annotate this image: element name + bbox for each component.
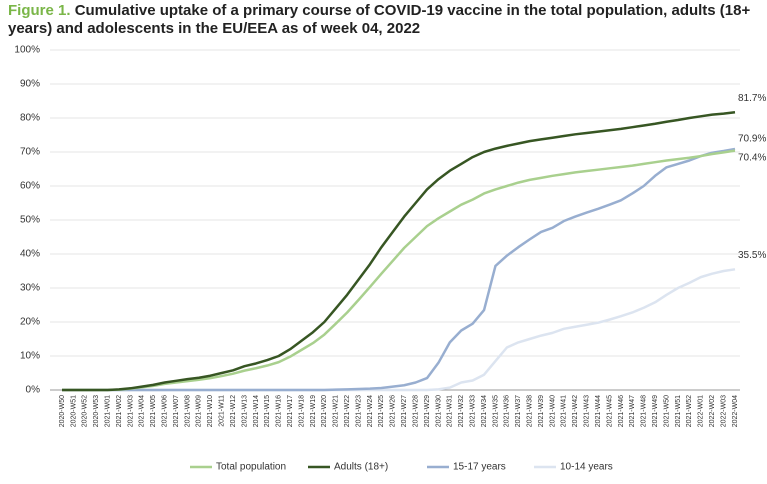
y-tick-label: 30% [20,283,40,294]
x-tick-label: 2021-W07 [173,395,180,427]
x-tick-label: 2022-W01 [698,395,705,427]
y-tick-label: 50% [20,215,40,226]
x-tick-label: 2021-W49 [652,395,659,427]
x-tick-label: 2021-W52 [686,395,693,427]
x-tick-label: 2021-W31 [447,395,454,427]
y-tick-label: 0% [26,385,41,396]
x-tick-label: 2021-W44 [595,395,602,427]
x-tick-label: 2021-W51 [675,395,682,427]
series-line [62,268,736,392]
x-tick-label: 2021-W10 [207,395,214,427]
x-tick-label: 2021-W38 [527,395,534,427]
x-tick-label: 2021-W27 [401,395,408,427]
x-tick-label: 2021-W03 [127,395,134,427]
x-tick-label: 2022-W04 [732,395,739,427]
x-tick-label: 2021-W23 [355,395,362,427]
x-tick-label: 2021-W48 [641,395,648,427]
x-tick-label: 2021-W21 [333,395,340,427]
legend-label: 10-14 years [560,462,613,473]
x-tick-label: 2022-W03 [720,395,727,427]
x-tick-label: 2021-W12 [230,395,237,427]
x-tick-label: 2021-W13 [241,395,248,427]
x-tick-label: 2021-W11 [219,395,226,427]
legend-label: 15-17 years [453,462,506,473]
x-tick-label: 2021-W36 [504,395,511,427]
x-tick-label: 2020-W50 [59,395,66,427]
figure-label: Figure 1. [8,2,71,19]
x-tick-label: 2021-W39 [538,395,545,427]
y-tick-label: 10% [20,351,40,362]
x-tick-label: 2020-W52 [82,395,89,427]
y-tick-label: 40% [20,249,40,260]
x-tick-label: 2021-W25 [378,395,385,427]
x-tick-label: 2021-W33 [469,395,476,427]
x-tick-label: 2021-W19 [310,395,317,427]
x-tick-label: 2021-W28 [412,395,419,427]
y-tick-label: 100% [14,45,40,56]
x-tick-label: 2021-W04 [139,395,146,427]
x-tick-label: 2021-W17 [287,395,294,427]
series-line [62,149,736,392]
x-tick-label: 2021-W08 [184,395,191,427]
x-tick-label: 2021-W45 [606,395,613,427]
x-tick-label: 2021-W32 [458,395,465,427]
end-label: 81.7% [738,93,766,104]
x-tick-label: 2021-W40 [549,395,556,427]
y-tick-label: 90% [20,79,40,90]
end-label: 35.5% [738,250,766,261]
x-tick-label: 2021-W14 [253,395,260,427]
x-tick-label: 2021-W47 [629,395,636,427]
end-label: 70.9% [738,134,766,145]
x-tick-label: 2021-W43 [584,395,591,427]
y-tick-label: 20% [20,317,40,328]
x-tick-label: 2021-W09 [196,395,203,427]
x-tick-label: 2021-W05 [150,395,157,427]
legend-label: Adults (18+) [334,462,388,473]
x-tick-label: 2021-W42 [572,395,579,427]
chart-title: Figure 1. Cumulative uptake of a primary… [8,2,753,38]
x-tick-label: 2021-W24 [367,395,374,427]
series-line [62,147,736,392]
x-tick-label: 2021-W18 [298,395,305,427]
x-tick-label: 2021-W20 [321,395,328,427]
x-tick-label: 2021-W01 [104,395,111,427]
x-tick-label: 2021-W02 [116,395,123,427]
x-tick-label: 2021-W16 [276,395,283,427]
x-tick-label: 2020-W51 [70,395,77,427]
y-tick-label: 70% [20,147,40,158]
x-tick-label: 2022-W02 [709,395,716,427]
x-tick-label: 2021-W30 [435,395,442,427]
legend-label: Total population [216,462,286,473]
x-tick-label: 2021-W06 [162,395,169,427]
x-tick-label: 2020-W53 [93,395,100,427]
x-tick-label: 2021-W22 [344,395,351,427]
x-tick-label: 2021-W15 [264,395,271,427]
series-line [62,110,736,392]
end-label: 70.4% [738,152,766,163]
x-tick-label: 2021-W37 [515,395,522,427]
title-text: Cumulative uptake of a primary course of… [8,2,751,37]
x-tick-label: 2021-W41 [561,395,568,427]
x-tick-label: 2021-W34 [481,395,488,427]
x-tick-label: 2021-W50 [663,395,670,427]
x-tick-label: 2021-W35 [492,395,499,427]
x-tick-label: 2021-W26 [390,395,397,427]
y-tick-label: 80% [20,113,40,124]
x-tick-label: 2021-W46 [618,395,625,427]
y-tick-label: 60% [20,181,40,192]
x-tick-label: 2021-W29 [424,395,431,427]
